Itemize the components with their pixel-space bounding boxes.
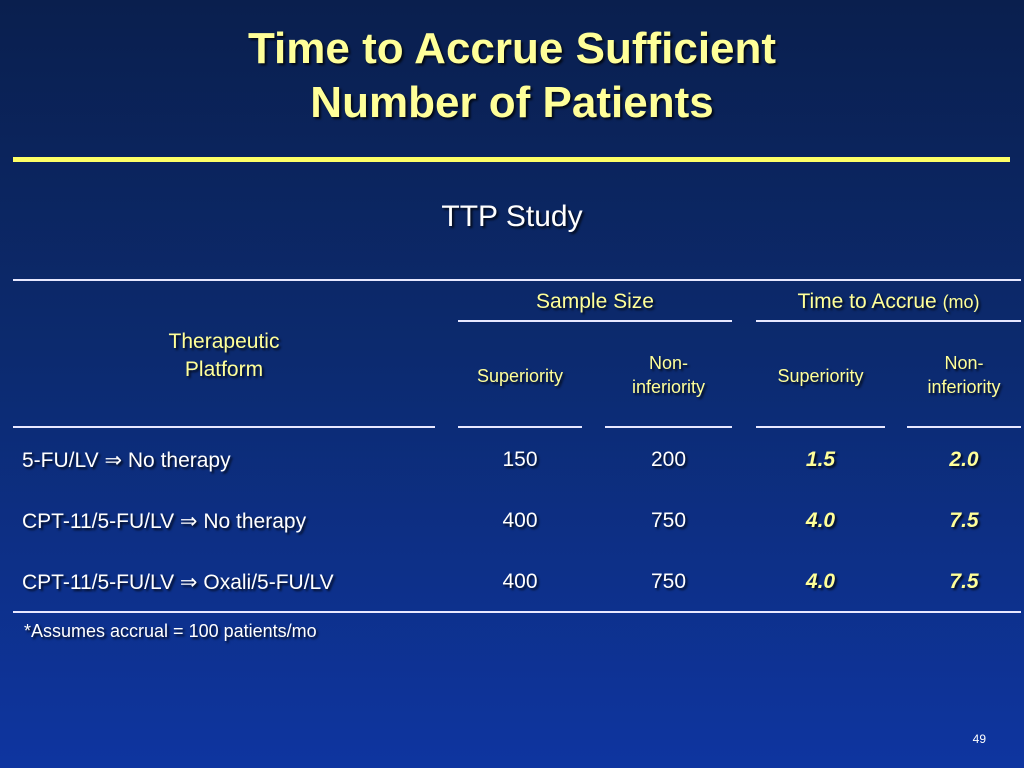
t-noninf-line-1: Non- — [944, 353, 984, 373]
platform-header-line-1: Therapeutic — [168, 330, 280, 353]
footnote: *Assumes accrual = 100 patients/mo — [24, 621, 317, 641]
table-caption: TTP Study — [441, 200, 583, 233]
ss-sup-underline — [458, 426, 582, 428]
row-time-noninferiority: 7.5 — [949, 509, 979, 532]
ss-superiority-header: Superiority — [476, 366, 564, 386]
sample-size-header: Sample Size — [536, 290, 654, 313]
sample-size-underline — [458, 320, 732, 322]
row-ss-superiority: 400 — [502, 570, 538, 593]
row-ss-superiority: 400 — [502, 509, 538, 532]
t-noninf-line-2: inferiority — [927, 377, 1001, 397]
title-line-2: Number of Patients — [310, 78, 714, 127]
ss-noninf-line-1: Non- — [648, 353, 688, 373]
time-unit-label: (mo) — [942, 292, 980, 312]
row-time-superiority: 1.5 — [805, 448, 836, 471]
t-superiority-header: Superiority — [777, 366, 864, 386]
table-bottom-border — [13, 611, 1021, 613]
row-ss-noninferiority: 750 — [650, 509, 687, 532]
t-noninferiority-header: Non- inferiority — [907, 351, 1021, 399]
row-ss-superiority: 150 — [502, 448, 538, 471]
ss-noninf-line-2: inferiority — [631, 377, 706, 397]
ss-non-underline — [605, 426, 732, 428]
page-number: 49 — [972, 732, 986, 746]
platform-header-line-2: Platform — [184, 358, 264, 381]
row-ss-noninferiority: 750 — [650, 570, 687, 593]
time-underline — [756, 320, 1021, 322]
row-platform: CPT-11/5-FU/LV ⇒ Oxali/5-FU/LV — [22, 571, 334, 594]
t-non-underline — [907, 426, 1021, 428]
row-time-noninferiority: 2.0 — [949, 448, 979, 471]
ss-noninferiority-header: Non- inferiority — [605, 351, 732, 399]
time-to-accrue-label: Time to Accrue — [797, 290, 937, 313]
row-ss-noninferiority: 200 — [650, 448, 687, 471]
table-top-border — [13, 279, 1021, 281]
title-line-1: Time to Accrue Sufficient — [247, 24, 777, 73]
row-time-superiority: 4.0 — [805, 509, 836, 532]
platform-header: Therapeutic Platform — [13, 328, 435, 384]
row-platform: CPT-11/5-FU/LV ⇒ No therapy — [22, 510, 307, 533]
row-platform: 5-FU/LV ⇒ No therapy — [22, 449, 231, 472]
slide-title: Time to Accrue Sufficient Number of Pati… — [0, 22, 1024, 130]
row-time-noninferiority: 7.5 — [949, 570, 979, 593]
t-sup-underline — [756, 426, 885, 428]
title-rule — [13, 157, 1010, 162]
platform-header-underline — [13, 426, 435, 428]
row-time-superiority: 4.0 — [805, 570, 836, 593]
time-to-accrue-header: Time to Accrue (mo) — [756, 290, 1021, 314]
